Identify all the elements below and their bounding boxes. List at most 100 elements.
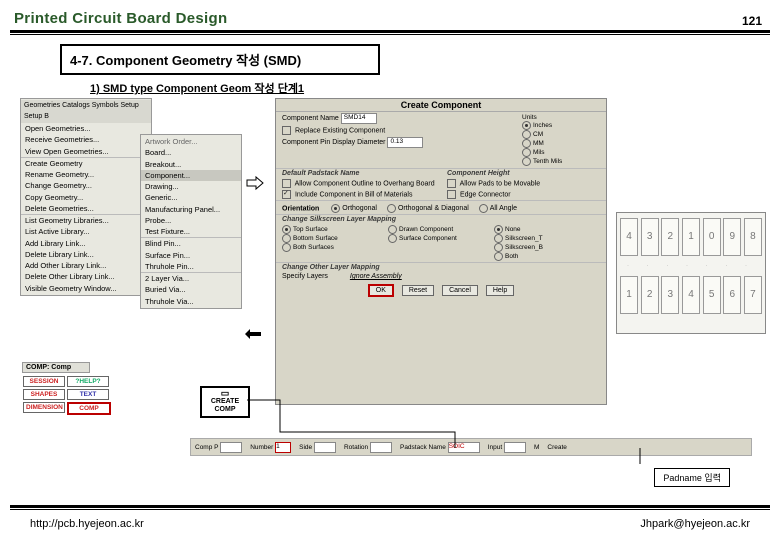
ok-button[interactable]: OK xyxy=(368,284,394,297)
toolbar-button[interactable]: COMP xyxy=(67,402,111,415)
toolbar-button[interactable]: DIMENSION xyxy=(23,402,65,413)
toolbar-button[interactable]: ?HELP? xyxy=(67,376,109,387)
submenu-item[interactable]: Generic... xyxy=(141,192,241,203)
orient-radio[interactable] xyxy=(387,204,396,213)
bb-input[interactable]: 1 xyxy=(275,442,291,453)
numpad-key[interactable]: 2 xyxy=(661,218,679,256)
submenu-item[interactable]: Blind Pin... xyxy=(141,237,241,249)
replace-checkbox[interactable] xyxy=(282,126,291,135)
footer-email: Jhpark@hyejeon.ac.kr xyxy=(640,518,750,530)
orient-radio[interactable] xyxy=(479,204,488,213)
submenu-item[interactable]: Test Fixture... xyxy=(141,226,241,237)
toolbar-button[interactable]: SESSION xyxy=(23,376,65,387)
component-name-input[interactable]: SMD14 xyxy=(341,113,377,124)
numpad-key[interactable]: 9 xyxy=(723,218,741,256)
units-radio[interactable] xyxy=(522,148,531,157)
silk-radio[interactable] xyxy=(388,234,397,243)
bb-input[interactable] xyxy=(504,442,526,453)
bb-input[interactable] xyxy=(220,442,242,453)
edge-conn-checkbox[interactable] xyxy=(447,190,456,199)
menu-item[interactable]: Visible Geometry Window... xyxy=(21,283,151,294)
numpad-key[interactable]: 5 xyxy=(703,276,721,314)
submenu-item[interactable]: Thruhole Pin... xyxy=(141,261,241,272)
submenu-item[interactable]: Probe... xyxy=(141,215,241,226)
toolbar-button[interactable]: TEXT xyxy=(67,389,109,400)
create-comp-icon: ▭ xyxy=(203,389,247,398)
footer-url: http://pcb.hyejeon.ac.kr xyxy=(30,518,144,530)
geometries-menu[interactable]: Geometries Catalogs Symbols Setup Setup … xyxy=(20,98,152,296)
submenu-header: Artwork Order... xyxy=(141,136,241,147)
numpad-key[interactable]: 3 xyxy=(641,218,659,256)
menu-item[interactable]: List Geometry Libraries... xyxy=(21,214,151,226)
allow-pads-checkbox[interactable] xyxy=(447,179,456,188)
menu-item[interactable]: Delete Geometries... xyxy=(21,203,151,214)
bb-label: M xyxy=(534,444,539,451)
bb-label: Padstack Name xyxy=(400,444,446,451)
submenu-item[interactable]: Surface Pin... xyxy=(141,250,241,261)
numpad-key[interactable]: 1 xyxy=(620,276,638,314)
menu-item[interactable]: Change Geometry... xyxy=(21,180,151,191)
silk-radio[interactable] xyxy=(388,225,397,234)
numpad-key[interactable]: 4 xyxy=(682,276,700,314)
pin-display-input[interactable]: 0.13 xyxy=(387,137,423,148)
silk-radio[interactable] xyxy=(282,243,291,252)
menu-item[interactable]: Copy Geometry... xyxy=(21,192,151,203)
units-radio[interactable] xyxy=(522,130,531,139)
numpad-key[interactable]: 3 xyxy=(661,276,679,314)
menu-item[interactable]: Open Geometries... xyxy=(21,123,151,134)
bottom-toolbar[interactable]: Comp P Number 1Side Rotation Padstack Na… xyxy=(190,438,752,456)
silk-radio[interactable] xyxy=(282,225,291,234)
numpad-key[interactable]: 8 xyxy=(744,218,762,256)
menu-item[interactable]: Create Geometry xyxy=(21,157,151,169)
submenu-item[interactable]: Manufacturing Panel... xyxy=(141,204,241,215)
submenu-item[interactable]: 2 Layer Via... xyxy=(141,272,241,284)
section-heading: 4-7. Component Geometry 작성 (SMD) xyxy=(60,44,380,75)
edge-conn-label: Edge Connector xyxy=(460,191,511,198)
menu-item[interactable]: Delete Library Link... xyxy=(21,249,151,260)
units-radio[interactable] xyxy=(522,157,531,166)
dialog-title: Create Component xyxy=(276,99,606,112)
snap-checkbox[interactable] xyxy=(282,179,291,188)
submenu-item[interactable]: Drawing... xyxy=(141,181,241,192)
submenu-item[interactable]: Board... xyxy=(141,147,241,158)
units-radio[interactable] xyxy=(522,121,531,130)
create-geometry-submenu[interactable]: Artwork Order... Board...Breakout...Comp… xyxy=(140,134,242,309)
bb-input[interactable] xyxy=(314,442,336,453)
other-layer-title: Change Other Layer Mapping xyxy=(276,262,606,272)
toolbar-button[interactable]: SHAPES xyxy=(23,389,65,400)
bom-label: Include Component in Bill of Materials xyxy=(295,191,413,198)
numpad-key[interactable]: 4 xyxy=(620,218,638,256)
dialog-buttons: OK Reset Cancel Help xyxy=(276,281,606,300)
help-button[interactable]: Help xyxy=(486,285,514,296)
silk-radio[interactable] xyxy=(494,252,503,261)
numpad-key[interactable]: 0 xyxy=(703,218,721,256)
silk-radio[interactable] xyxy=(494,225,503,234)
menu-item[interactable]: Rename Geometry... xyxy=(21,169,151,180)
create-comp-button[interactable]: ▭ CREATE COMP xyxy=(200,386,250,418)
menu-item[interactable]: Add Other Library Link... xyxy=(21,260,151,271)
numpad-key[interactable]: 2 xyxy=(641,276,659,314)
units-radio[interactable] xyxy=(522,139,531,148)
menu-item[interactable]: List Active Library... xyxy=(21,226,151,237)
numpad-key[interactable]: 6 xyxy=(723,276,741,314)
bb-input[interactable] xyxy=(370,442,392,453)
menu-item[interactable]: Add Library Link... xyxy=(21,238,151,249)
submenu-item[interactable]: Breakout... xyxy=(141,159,241,170)
silk-radio[interactable] xyxy=(282,234,291,243)
numpad-key[interactable]: 1 xyxy=(682,218,700,256)
submenu-item[interactable]: Thruhole Via... xyxy=(141,296,241,307)
menu-item[interactable]: Receive Geometries... xyxy=(21,134,151,145)
numpad-key[interactable]: 7 xyxy=(744,276,762,314)
orient-radio[interactable] xyxy=(331,204,340,213)
cancel-button[interactable]: Cancel xyxy=(442,285,478,296)
silk-radio[interactable] xyxy=(494,243,503,252)
silk-radio[interactable] xyxy=(494,234,503,243)
bb-input[interactable]: SOIC xyxy=(448,442,480,453)
menu-item[interactable]: Delete Other Library Link... xyxy=(21,271,151,282)
menu-item[interactable]: View Open Geometries... xyxy=(21,146,151,157)
submenu-item[interactable]: Component... xyxy=(141,170,241,181)
submenu-item[interactable]: Buried Via... xyxy=(141,284,241,295)
bom-checkbox[interactable] xyxy=(282,190,291,199)
reset-button[interactable]: Reset xyxy=(402,285,434,296)
padname-annotation: Padname 입력 xyxy=(654,468,730,487)
